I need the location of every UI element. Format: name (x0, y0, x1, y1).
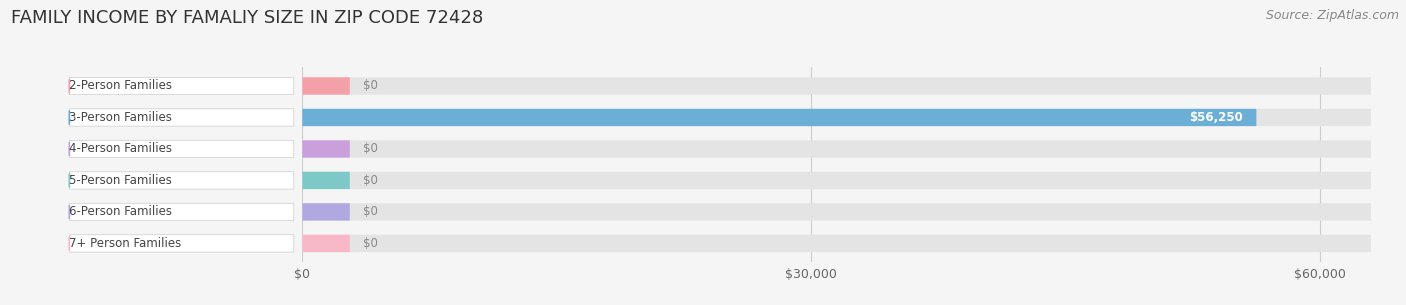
FancyBboxPatch shape (302, 203, 350, 221)
FancyBboxPatch shape (302, 235, 350, 252)
FancyBboxPatch shape (69, 77, 294, 95)
FancyBboxPatch shape (302, 172, 350, 189)
Text: $0: $0 (363, 80, 378, 92)
FancyBboxPatch shape (302, 77, 1371, 95)
Text: Source: ZipAtlas.com: Source: ZipAtlas.com (1265, 9, 1399, 22)
FancyBboxPatch shape (69, 172, 294, 189)
Text: 4-Person Families: 4-Person Families (69, 142, 173, 156)
FancyBboxPatch shape (69, 235, 294, 252)
Text: 5-Person Families: 5-Person Families (69, 174, 173, 187)
Text: FAMILY INCOME BY FAMALIY SIZE IN ZIP CODE 72428: FAMILY INCOME BY FAMALIY SIZE IN ZIP COD… (11, 9, 484, 27)
Text: 7+ Person Families: 7+ Person Families (69, 237, 181, 250)
FancyBboxPatch shape (302, 109, 1257, 126)
FancyBboxPatch shape (69, 109, 294, 126)
Text: 3-Person Families: 3-Person Families (69, 111, 173, 124)
FancyBboxPatch shape (302, 235, 1371, 252)
FancyBboxPatch shape (302, 203, 1371, 221)
FancyBboxPatch shape (302, 172, 1371, 189)
Text: $0: $0 (363, 174, 378, 187)
FancyBboxPatch shape (302, 77, 350, 95)
FancyBboxPatch shape (302, 140, 1371, 158)
FancyBboxPatch shape (302, 109, 1371, 126)
Text: $0: $0 (363, 237, 378, 250)
FancyBboxPatch shape (302, 140, 350, 158)
Text: $0: $0 (363, 206, 378, 218)
Text: 6-Person Families: 6-Person Families (69, 206, 173, 218)
FancyBboxPatch shape (69, 203, 294, 221)
FancyBboxPatch shape (69, 140, 294, 158)
Text: $56,250: $56,250 (1189, 111, 1243, 124)
Text: 2-Person Families: 2-Person Families (69, 80, 173, 92)
Text: $0: $0 (363, 142, 378, 156)
